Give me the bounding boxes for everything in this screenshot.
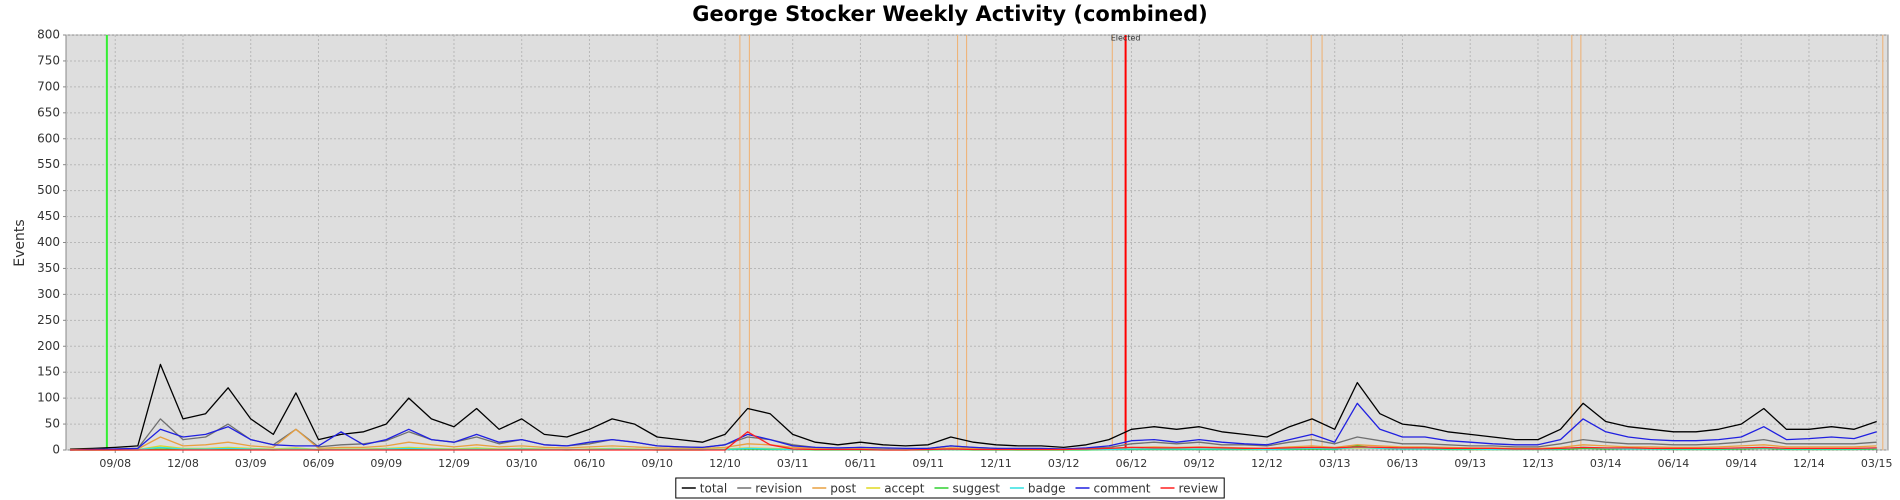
y-tick-label: 500: [37, 183, 60, 197]
x-tick-label: 09/13: [1454, 457, 1486, 470]
x-tick-label: 12/12: [1251, 457, 1283, 470]
legend-label: badge: [1028, 482, 1066, 496]
legend-label: comment: [1094, 482, 1151, 496]
y-tick-label: 0: [52, 443, 60, 457]
x-tick-label: 06/14: [1658, 457, 1690, 470]
legend-label: revision: [755, 482, 802, 496]
x-tick-label: 12/11: [980, 457, 1012, 470]
y-tick-label: 50: [45, 417, 60, 431]
x-tick-label: 09/11: [912, 457, 944, 470]
x-tick-label: 06/12: [1116, 457, 1148, 470]
x-tick-label: 12/10: [709, 457, 741, 470]
x-tick-label: 12/08: [167, 457, 199, 470]
y-tick-label: 100: [37, 391, 60, 405]
y-axis-label: Events: [12, 219, 28, 266]
x-tick-label: 09/12: [1183, 457, 1215, 470]
y-tick-label: 550: [37, 157, 60, 171]
legend-label: post: [830, 482, 856, 496]
legend-label: total: [700, 482, 727, 496]
x-tick-label: 12/14: [1793, 457, 1825, 470]
x-tick-label: 06/13: [1387, 457, 1419, 470]
legend: total revision post accept suggest badge comme…: [675, 477, 1225, 499]
plot-area: [65, 34, 1889, 451]
y-tick-label: 400: [37, 235, 60, 249]
x-tick-label: 09/08: [99, 457, 131, 470]
annotation: Elected: [1111, 34, 1141, 43]
y-tick-label: 600: [37, 131, 60, 145]
x-tick-label: 03/10: [506, 457, 538, 470]
y-tick-label: 700: [37, 79, 60, 93]
x-tick-label: 09/09: [370, 457, 402, 470]
series-line: [70, 428, 1877, 451]
x-tick-label: 03/14: [1590, 457, 1622, 470]
x-tick-label: 09/10: [641, 457, 673, 470]
legend-label: accept: [884, 482, 925, 496]
series-line: [70, 431, 1877, 451]
y-tick-label: 450: [37, 209, 60, 223]
chart-title: George Stocker Weekly Activity (combined…: [692, 2, 1208, 26]
legend-label: suggest: [952, 482, 1000, 496]
x-tick-label: 06/10: [574, 457, 606, 470]
legend-box: [675, 477, 1225, 499]
x-tick-label: 06/11: [845, 457, 877, 470]
legend-label: review: [1179, 482, 1219, 496]
series-line: [70, 363, 1877, 450]
x-tick-label: 06/09: [303, 457, 335, 470]
x-tick-label: 03/11: [777, 457, 809, 470]
y-tick-label: 200: [37, 339, 60, 353]
x-tick-label: 03/09: [235, 457, 267, 470]
y-tick-label: 300: [37, 287, 60, 301]
x-tick-label: 03/13: [1319, 457, 1351, 470]
y-tick-label: 750: [37, 53, 60, 67]
y-tick-label: 150: [37, 365, 60, 379]
y-tick-label: 650: [37, 105, 60, 119]
y-tick-label: 800: [37, 28, 60, 42]
x-tick-label: 09/14: [1725, 457, 1757, 470]
x-tick-label: 03/15: [1861, 457, 1893, 470]
y-tick-label: 250: [37, 313, 60, 327]
y-tick-label: 350: [37, 261, 60, 275]
x-tick-label: 03/12: [1048, 457, 1080, 470]
series-line: [70, 402, 1877, 451]
x-tick-label: 12/13: [1522, 457, 1554, 470]
x-tick-label: 12/09: [438, 457, 470, 470]
